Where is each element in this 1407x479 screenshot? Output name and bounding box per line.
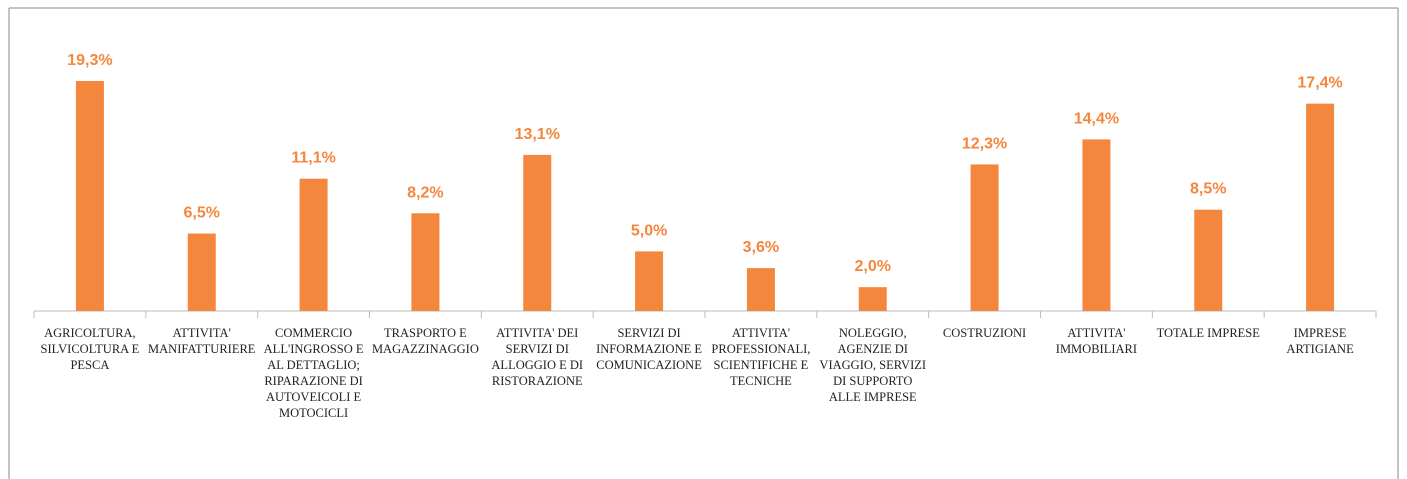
x-tick-label: ATTIVITA' PROFESSIONALI, SCIENTIFICHE E … (711, 326, 811, 388)
value-label: 2,0% (855, 258, 891, 275)
x-tick-label: AGRICOLTURA, SILVICOLTURA E PESCA (40, 326, 140, 372)
bar (75, 81, 104, 311)
bar (299, 178, 328, 311)
value-label: 14,4% (1074, 110, 1119, 127)
x-tick-label: IMPRESE ARTIGIANE (1286, 326, 1354, 356)
bar (746, 268, 775, 311)
value-label: 17,4% (1297, 75, 1342, 92)
x-tick-label: TRASPORTO E MAGAZZINAGGIO (371, 326, 479, 356)
value-label: 11,1% (291, 150, 335, 167)
value-label: 8,2% (407, 184, 443, 201)
x-tick-label: ATTIVITA' IMMOBILIARI (1055, 326, 1138, 356)
bar (858, 287, 887, 311)
value-label: 6,5% (184, 205, 220, 222)
value-label: 13,1% (515, 126, 560, 143)
x-tick-label: ATTIVITA' DEI SERVIZI DI ALLOGGIO E DI R… (491, 326, 584, 388)
value-label: 12,3% (962, 135, 1007, 152)
bar (187, 233, 216, 311)
bar (523, 154, 552, 311)
x-tick-label: NOLEGGIO, AGENZIE DI VIAGGIO, SERVIZI DI… (819, 326, 927, 404)
x-tick-label: TOTALE IMPRESE (1156, 326, 1260, 340)
bar (1306, 103, 1335, 311)
bar (411, 213, 440, 311)
value-label: 19,3% (67, 52, 112, 69)
value-label: 3,6% (743, 239, 779, 256)
value-label: 8,5% (1190, 181, 1226, 198)
x-tick-label: COMMERCIO ALL'INGROSSO E AL DETTAGLIO; R… (263, 326, 364, 420)
bar (635, 251, 664, 311)
x-tick-label: SERVIZI DI INFORMAZIONE E COMUNICAZIONE (596, 326, 703, 372)
x-tick-label: ATTIVITA' MANIFATTURIERE (148, 326, 256, 356)
x-tick-label: COSTRUZIONI (942, 326, 1027, 340)
bar (1194, 209, 1223, 311)
bar (1082, 139, 1111, 311)
bar (970, 164, 999, 311)
value-label: 5,0% (631, 222, 667, 239)
